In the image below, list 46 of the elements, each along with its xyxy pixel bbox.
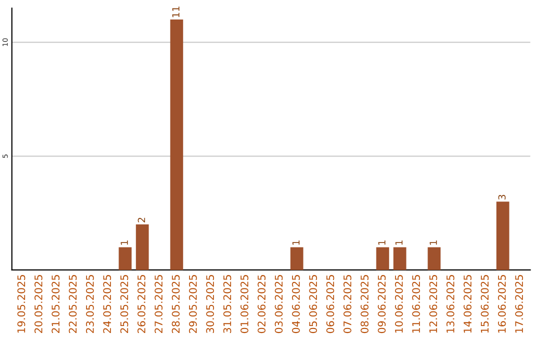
x-tick-label: 07.06.2025	[343, 275, 352, 334]
x-tick-label: 08.06.2025	[360, 275, 369, 334]
x-tick-label: 23.05.2025	[86, 275, 94, 334]
x-tick-label: 02.06.2025	[258, 275, 266, 334]
x-tick-label: 28.05.2025	[172, 275, 180, 334]
bar	[428, 247, 441, 270]
x-tick-label: 22.05.2025	[68, 275, 77, 334]
x-tick-label: 06.06.2025	[326, 275, 334, 334]
x-tick-label: 26.05.2025	[137, 275, 146, 334]
x-tick-label: 21.05.2025	[52, 275, 60, 334]
x-tick-label: 19.05.2025	[17, 275, 26, 333]
x-tick-label: 15.06.2025	[480, 275, 489, 333]
data-label: 11	[172, 6, 180, 18]
x-tick-label: 14.06.2025	[464, 275, 472, 333]
data-label: 3	[498, 194, 506, 200]
x-tick-label: 09.06.2025	[378, 275, 386, 334]
x-tick-label: 03.06.2025	[274, 275, 283, 334]
bar	[170, 20, 184, 270]
data-label: 1	[292, 240, 300, 245]
bar	[393, 247, 406, 270]
x-tick-label: 20.05.2025	[34, 275, 42, 334]
x-tick-label: 04.06.2025	[292, 275, 300, 334]
data-label: 2	[138, 218, 146, 222]
x-tick-label: 11.06.2025	[412, 275, 420, 333]
bar	[118, 247, 132, 270]
x-tick-label: 17.06.2025	[515, 275, 524, 333]
data-label: 1	[120, 240, 128, 245]
bar	[376, 247, 390, 270]
bar	[136, 224, 149, 270]
data-label: 1	[395, 240, 403, 245]
x-tick-label: 12.06.2025	[429, 275, 438, 333]
x-tick-label: 27.05.2025	[154, 275, 163, 334]
x-tick-label: 30.05.2025	[206, 275, 214, 333]
bar	[496, 202, 510, 270]
data-label: 1	[378, 240, 386, 245]
x-tick-label: 10.06.2025	[394, 275, 403, 333]
x-tick-label: 31.05.2025	[223, 275, 232, 333]
x-tick-label: 05.06.2025	[309, 275, 318, 334]
x-tick-label: 01.06.2025	[240, 275, 248, 334]
x-tick-label: 24.05.2025	[103, 275, 112, 334]
data-label: 1	[430, 240, 437, 245]
x-tick-label: 29.05.2025	[188, 275, 197, 334]
bar	[290, 247, 304, 270]
x-tick-label: 13.06.2025	[446, 275, 454, 333]
x-tick-label: 16.06.2025	[498, 275, 506, 333]
x-tick-label: 25.05.2025	[120, 275, 128, 334]
